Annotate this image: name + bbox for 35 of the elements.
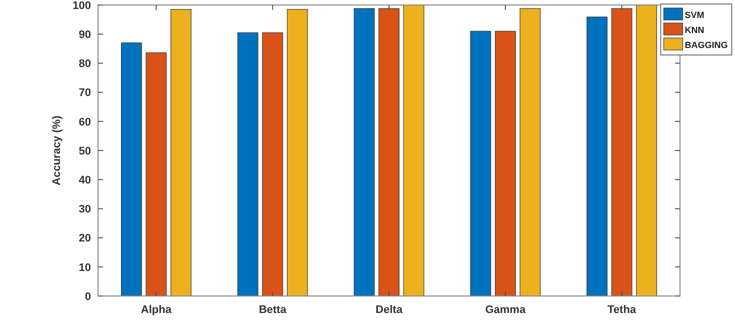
x-tick-label: Alpha — [140, 304, 172, 316]
x-tick-label: Delta — [376, 304, 404, 316]
bar — [120, 42, 142, 296]
y-axis-title: Accuracy (%) — [51, 115, 63, 186]
legend-label: KNN — [684, 25, 704, 35]
y-tick-label: 20 — [78, 232, 91, 245]
bar — [636, 4, 658, 296]
y-tick-label: 40 — [78, 174, 91, 186]
legend-label: BAGGING — [684, 40, 728, 50]
x-tick-label: Gamma — [485, 304, 526, 316]
bar — [494, 30, 516, 296]
y-tick-label: 100 — [72, 0, 91, 12]
bar — [378, 8, 400, 296]
x-tick-label: Tetha — [608, 304, 637, 316]
y-tick-label: 80 — [78, 58, 91, 70]
bar — [470, 30, 492, 296]
y-tick-label: 50 — [78, 145, 91, 158]
bar — [403, 4, 424, 296]
y-tick-label: 30 — [78, 204, 91, 216]
bar — [262, 32, 284, 296]
bar — [520, 8, 541, 296]
bar — [170, 9, 192, 296]
y-tick-label: 0 — [84, 290, 91, 303]
bar — [286, 9, 308, 296]
y-tick-label: 60 — [78, 116, 91, 128]
y-tick-label: 70 — [78, 87, 91, 100]
y-tick-label: 90 — [78, 28, 91, 41]
bar — [237, 32, 258, 296]
legend-label: SVM — [684, 10, 704, 20]
bar — [354, 8, 375, 296]
y-tick-label: 10 — [78, 262, 91, 274]
bar — [146, 52, 167, 296]
x-tick-label: Betta — [258, 304, 288, 316]
bar — [586, 16, 608, 296]
bar — [611, 8, 632, 296]
